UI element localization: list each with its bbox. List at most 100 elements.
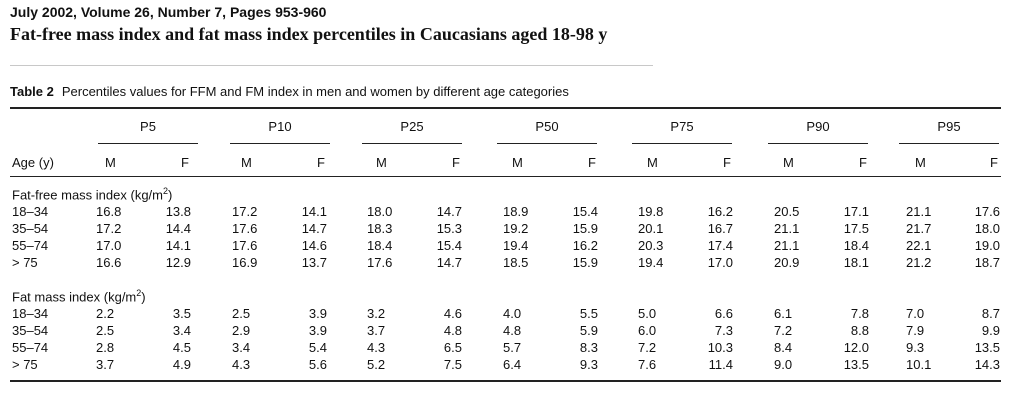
percentile-header: P90 — [806, 119, 830, 134]
value-female: 16.2 — [707, 204, 733, 219]
value-female: 19.0 — [974, 238, 1000, 253]
value-male: 17.6 — [367, 255, 393, 270]
value-female: 4.5 — [172, 340, 191, 355]
value-female: 18.7 — [974, 255, 1000, 270]
journal-citation: July 2002, Volume 26, Number 7, Pages 95… — [10, 4, 327, 20]
value-female: 5.9 — [579, 323, 598, 338]
value-male: 17.6 — [232, 238, 258, 253]
percentile-header-rule — [632, 143, 732, 144]
value-female: 11.4 — [708, 357, 733, 372]
value-female: 8.3 — [579, 340, 598, 355]
value-male: 4.0 — [503, 306, 522, 321]
value-male: 18.0 — [367, 204, 393, 219]
value-male: 6.4 — [503, 357, 522, 372]
age-category: 18–34 — [12, 306, 49, 321]
value-male: 16.6 — [96, 255, 122, 270]
value-male: 3.4 — [232, 340, 251, 355]
section-title-end: ) — [168, 187, 173, 203]
value-male: 21.2 — [906, 255, 932, 270]
value-male: 2.5 — [96, 323, 115, 338]
value-male: 3.7 — [96, 357, 115, 372]
sex-header-female: F — [181, 155, 189, 170]
value-male: 5.0 — [638, 306, 657, 321]
value-male: 7.0 — [906, 306, 925, 321]
value-male: 21.1 — [906, 204, 932, 219]
value-male: 21.1 — [774, 238, 800, 253]
value-female: 8.7 — [981, 306, 1000, 321]
percentile-header-rule — [230, 143, 330, 144]
percentile-header: P10 — [268, 119, 292, 134]
value-female: 15.9 — [572, 255, 598, 270]
title-divider — [10, 65, 653, 66]
sex-header-male: M — [512, 155, 523, 170]
age-category: > 75 — [12, 357, 38, 372]
value-female: 6.6 — [714, 306, 733, 321]
sex-header-female: F — [723, 155, 731, 170]
percentile-header: P75 — [670, 119, 694, 134]
age-category: 55–74 — [12, 340, 49, 355]
value-male: 17.2 — [96, 221, 122, 236]
value-female: 13.5 — [974, 340, 1000, 355]
section-title: Fat-free mass index (kg/m2) — [12, 184, 172, 202]
value-female: 6.5 — [443, 340, 462, 355]
value-male: 16.9 — [232, 255, 258, 270]
percentile-header: P95 — [937, 119, 961, 134]
value-male: 2.2 — [96, 306, 115, 321]
sex-header-female: F — [588, 155, 596, 170]
sex-header-male: M — [376, 155, 387, 170]
section-unit-superscript: 2 — [163, 186, 169, 196]
value-female: 14.7 — [436, 204, 462, 219]
value-female: 18.1 — [843, 255, 869, 270]
value-female: 15.3 — [436, 221, 462, 236]
percentile-header-rule — [899, 143, 999, 144]
value-male: 20.1 — [638, 221, 664, 236]
age-category: > 75 — [12, 255, 38, 270]
percentile-header-rule — [497, 143, 597, 144]
value-male: 2.9 — [232, 323, 251, 338]
value-male: 7.2 — [774, 323, 793, 338]
sex-header-female: F — [452, 155, 460, 170]
value-female: 17.1 — [843, 204, 869, 219]
value-male: 9.0 — [774, 357, 793, 372]
percentile-header: P5 — [140, 119, 156, 134]
value-female: 10.3 — [707, 340, 733, 355]
sex-header-male: M — [783, 155, 794, 170]
value-female: 14.7 — [301, 221, 327, 236]
value-female: 17.4 — [707, 238, 733, 253]
age-category: 55–74 — [12, 238, 49, 253]
value-female: 14.3 — [974, 357, 1000, 372]
sex-header-female: F — [317, 155, 325, 170]
value-female: 4.8 — [443, 323, 462, 338]
value-female: 17.6 — [974, 204, 1000, 219]
age-category: 35–54 — [12, 323, 49, 338]
article-title: Fat-free mass index and fat mass index p… — [10, 24, 608, 44]
value-female: 7.3 — [714, 323, 733, 338]
sex-header-male: M — [647, 155, 658, 170]
value-female: 7.8 — [850, 306, 869, 321]
value-female: 4.6 — [443, 306, 462, 321]
value-male: 4.3 — [367, 340, 386, 355]
value-female: 14.7 — [436, 255, 462, 270]
value-female: 18.4 — [843, 238, 869, 253]
value-male: 17.0 — [96, 238, 122, 253]
value-female: 16.2 — [572, 238, 598, 253]
value-female: 3.4 — [172, 323, 191, 338]
value-female: 9.3 — [579, 357, 598, 372]
sex-header-male: M — [241, 155, 252, 170]
value-male: 19.8 — [638, 204, 664, 219]
table-bottom-rule — [10, 380, 1001, 382]
value-male: 9.3 — [906, 340, 925, 355]
value-male: 21.1 — [774, 221, 800, 236]
value-male: 18.9 — [503, 204, 529, 219]
value-male: 2.5 — [232, 306, 251, 321]
value-female: 14.1 — [165, 238, 191, 253]
age-category: 18–34 — [12, 204, 49, 219]
value-male: 6.1 — [774, 306, 793, 321]
value-female: 17.5 — [843, 221, 869, 236]
value-male: 4.8 — [503, 323, 522, 338]
value-male: 7.9 — [906, 323, 925, 338]
value-male: 21.7 — [906, 221, 932, 236]
sex-header-female: F — [859, 155, 867, 170]
value-female: 18.0 — [974, 221, 1000, 236]
value-male: 20.9 — [774, 255, 800, 270]
